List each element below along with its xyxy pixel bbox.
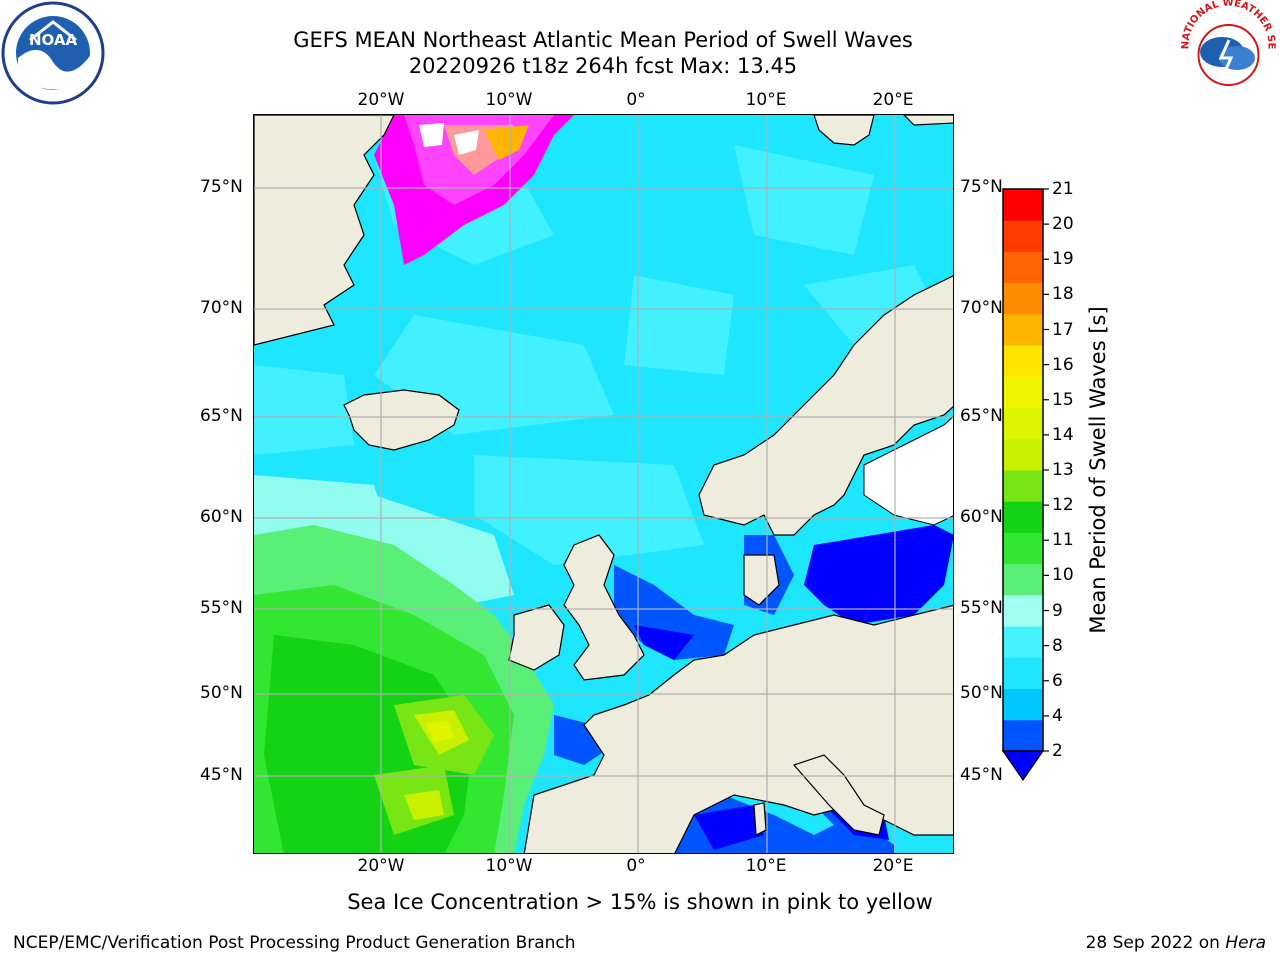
colorbar-segment	[1003, 626, 1043, 658]
colorbar-tick-label: 11	[1052, 530, 1074, 551]
colorbar-segment	[1003, 376, 1043, 409]
colorbar-segment	[1003, 220, 1043, 252]
colorbar-tick-label: 20	[1052, 214, 1074, 235]
colorbar-tick-label: 17	[1052, 319, 1074, 340]
lat-label-left-70n: 70°N	[200, 298, 243, 318]
colorbar-segment	[1003, 251, 1043, 284]
lat-label-right-65n: 65°N	[960, 406, 1003, 426]
lon-label-bottom-20w: 20°W	[357, 856, 405, 876]
lat-label-left-50n: 50°N	[200, 683, 243, 703]
svg-text:NOAA: NOAA	[29, 31, 78, 49]
lat-label-right-75n: 75°N	[960, 177, 1003, 197]
lat-label-right-50n: 50°N	[960, 683, 1003, 703]
lat-label-right-55n: 55°N	[960, 598, 1003, 618]
colorbar-under-arrow	[1001, 750, 1045, 782]
lon-label-bottom-20e: 20°E	[872, 856, 914, 876]
colorbar-segment	[1003, 470, 1043, 502]
lon-label-top-20e: 20°E	[872, 90, 914, 110]
chart-subtitle: 20220926 t18z 264h fcst Max: 13.45	[408, 54, 798, 78]
lat-label-left-65n: 65°N	[200, 406, 243, 426]
colorbar-tick-label: 2	[1052, 741, 1063, 761]
sea-ice-note: Sea Ice Concentration > 15% is shown in …	[347, 890, 933, 914]
colorbar-segment	[1003, 594, 1043, 627]
lon-label-bottom-0: 0°	[626, 856, 646, 876]
lat-label-right-45n: 45°N	[960, 765, 1003, 785]
colorbar-segment	[1003, 688, 1043, 721]
colorbar	[1001, 188, 1049, 782]
lon-label-top-20w: 20°W	[357, 90, 405, 110]
colorbar-tick-label: 8	[1052, 635, 1063, 656]
colorbar-segment	[1003, 501, 1043, 533]
chart-title: GEFS MEAN Northeast Atlantic Mean Period…	[293, 28, 913, 52]
colorbar-tick-label: 21	[1052, 179, 1074, 199]
colorbar-segment	[1003, 532, 1043, 565]
colorbar-segment	[1003, 189, 1043, 221]
colorbar-segment	[1003, 282, 1043, 315]
lon-label-top-0: 0°	[626, 90, 646, 110]
noaa-logo-icon: NOAA	[1, 1, 105, 105]
colorbar-tick-label: 9	[1052, 600, 1063, 621]
colorbar-segment	[1003, 345, 1043, 377]
footer-date-text: 28 Sep 2022 on	[1085, 933, 1220, 953]
colorbar-segment	[1003, 313, 1043, 346]
colorbar-tick-label: 12	[1052, 495, 1074, 516]
colorbar-segment	[1003, 438, 1043, 471]
lon-label-top-10e: 10°E	[745, 90, 787, 110]
colorbar-tick-label: 14	[1052, 424, 1074, 445]
colorbar-label: Mean Period of Swell Waves [s]	[1086, 306, 1110, 634]
lat-label-right-70n: 70°N	[960, 298, 1003, 318]
lon-label-bottom-10w: 10°W	[485, 856, 533, 876]
lon-label-bottom-10e: 10°E	[745, 856, 787, 876]
map-panel	[253, 114, 954, 854]
colorbar-segment	[1003, 563, 1043, 596]
map-canvas	[254, 115, 953, 853]
colorbar-tick-label: 16	[1052, 354, 1074, 375]
colorbar-tick-label: 18	[1052, 284, 1074, 305]
lat-label-left-75n: 75°N	[200, 177, 243, 197]
colorbar-segment	[1003, 719, 1043, 752]
colorbar-segment	[1003, 657, 1043, 690]
footer-host: Hera	[1225, 933, 1266, 953]
lat-label-right-60n: 60°N	[960, 507, 1003, 527]
colorbar-tick-label: 4	[1052, 705, 1063, 726]
colorbar-segment	[1003, 407, 1043, 440]
colorbar-tick-label: 10	[1052, 565, 1074, 586]
colorbar-tick-label: 13	[1052, 460, 1074, 480]
footer-date: 28 Sep 2022 on Hera	[1086, 933, 1266, 953]
colorbar-tick-label: 15	[1052, 389, 1074, 410]
lat-label-left-55n: 55°N	[200, 598, 243, 618]
lat-label-left-60n: 60°N	[200, 507, 243, 527]
nws-logo-icon: NATIONAL WEATHER SERVICE	[1177, 0, 1278, 101]
lon-label-top-10w: 10°W	[485, 90, 533, 110]
colorbar-tick-label: 6	[1052, 670, 1063, 691]
lat-label-left-45n: 45°N	[200, 765, 243, 785]
colorbar-tick-label: 19	[1052, 249, 1074, 270]
footer-producer: NCEP/EMC/Verification Post Processing Pr…	[13, 933, 576, 953]
